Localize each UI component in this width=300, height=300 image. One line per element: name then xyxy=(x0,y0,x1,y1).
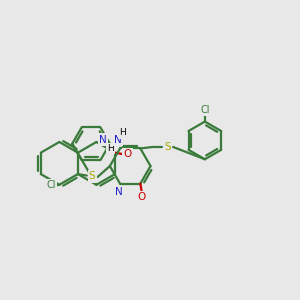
Text: N: N xyxy=(115,187,122,197)
Text: S: S xyxy=(89,172,95,182)
Text: S: S xyxy=(164,142,171,152)
Text: H: H xyxy=(120,128,126,137)
Text: N: N xyxy=(99,135,107,145)
Text: H: H xyxy=(107,144,113,153)
Text: O: O xyxy=(138,192,146,202)
Text: N: N xyxy=(114,135,122,145)
Text: Cl: Cl xyxy=(46,180,56,190)
Text: Cl: Cl xyxy=(200,105,210,115)
Text: O: O xyxy=(123,149,132,159)
